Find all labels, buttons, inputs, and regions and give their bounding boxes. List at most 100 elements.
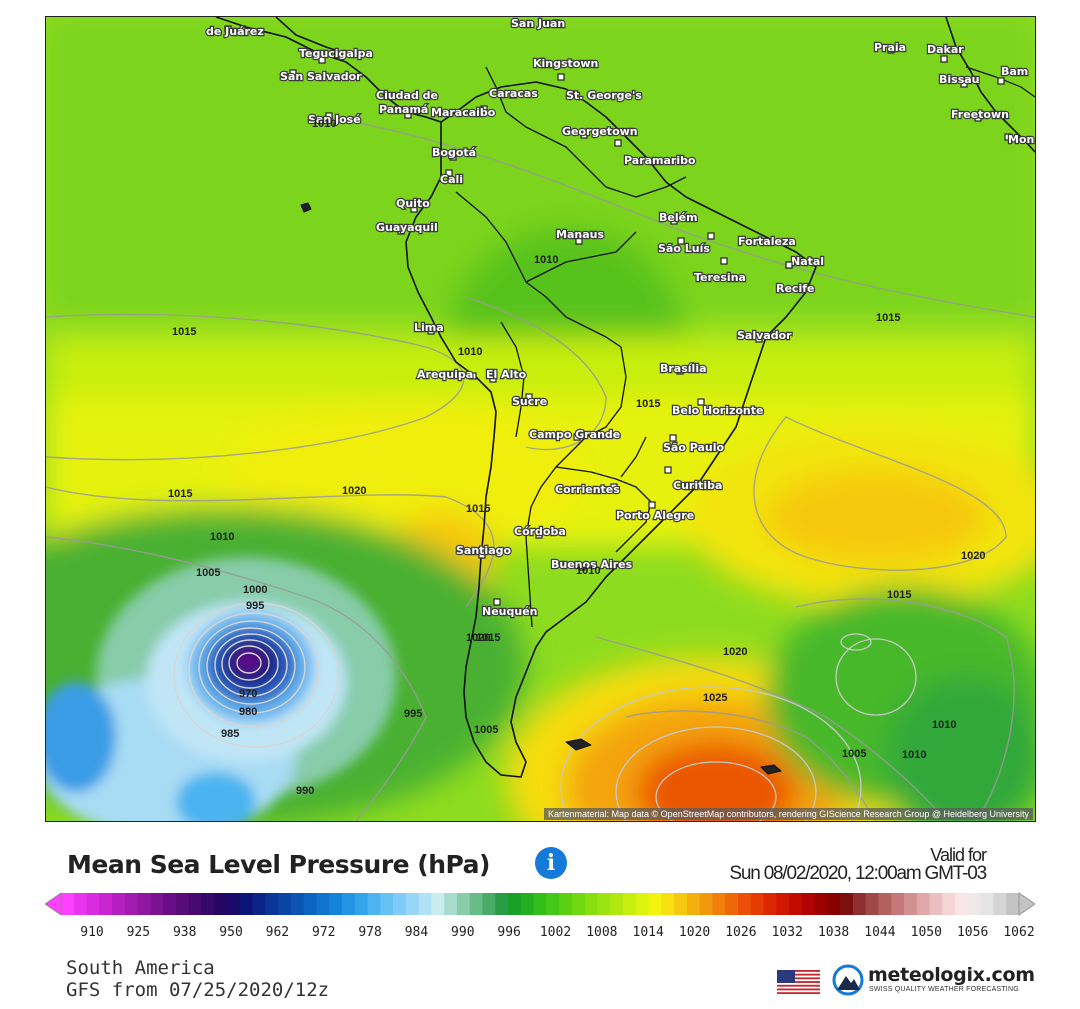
city-marker [670, 217, 678, 225]
isobar-label: 970 [239, 688, 257, 700]
city-marker [445, 169, 453, 177]
colorbar-tick-label: 1056 [956, 925, 989, 940]
colorbar-cell [674, 893, 688, 915]
city-marker [707, 232, 715, 240]
city-marker [509, 91, 517, 99]
city-marker [578, 563, 586, 571]
colorbar-tick-label: 1050 [910, 925, 942, 940]
colorbar-cell [661, 893, 675, 915]
colorbar-cell [737, 893, 752, 915]
colorbar-tick-label: 938 [172, 925, 197, 940]
city-label: St. George's [566, 89, 642, 102]
city-marker [580, 131, 588, 139]
colorbar-cell [1006, 893, 1020, 915]
city-label: Belém [659, 211, 698, 224]
brand-name: meteologix.com [868, 964, 1035, 986]
colorbar-cell [520, 893, 535, 915]
pressure-map-canvas[interactable]: de Juárez Tegucigalpa San Salvador Ciudad d… [46, 17, 1035, 821]
city-label: Manaus [556, 228, 604, 241]
city-marker [575, 237, 583, 245]
valid-for-label: Valid for [930, 845, 987, 865]
colorbar-tick-label: 1062 [1003, 925, 1035, 940]
pressure-colorbar [45, 892, 1035, 916]
city-label: Bissau [939, 73, 980, 86]
city-label: Dakar [927, 43, 964, 56]
colorbar-cell [265, 893, 279, 915]
colorbar-tick-label: 925 [126, 925, 151, 940]
colorbar-cell [878, 893, 892, 915]
us-flag-icon[interactable] [777, 970, 820, 994]
city-label: Lima [414, 321, 444, 334]
colorbar-cell [188, 893, 203, 915]
colorbar-cell [533, 893, 547, 915]
city-marker [887, 46, 895, 54]
city-marker [720, 257, 728, 265]
info-icon[interactable]: i [535, 847, 567, 879]
colorbar-cell [814, 893, 828, 915]
colorbar-tick-label: 1026 [725, 925, 757, 940]
colorbar-cell [904, 893, 918, 915]
city-marker [525, 393, 533, 401]
colorbar-cell [891, 893, 905, 915]
colorbar-tick-label: 984 [404, 925, 429, 940]
isobar-label: 1015 [876, 312, 900, 324]
colorbar-cell [725, 893, 739, 915]
brand-tagline: SWISS QUALITY WEATHER FORECASTING [869, 986, 1019, 993]
city-label: Panamá [379, 103, 428, 116]
city-label: Praia [874, 41, 906, 54]
colorbar-cell [495, 893, 509, 915]
city-label: Santiago [456, 544, 512, 557]
colorbar-cell [865, 893, 879, 915]
colorbar-cell [635, 893, 650, 915]
city-marker [960, 80, 968, 88]
city-markers: de Juárez Tegucigalpa San Salvador Ciudad d… [205, 17, 1035, 619]
city-label: Belo Horizonte [672, 404, 763, 417]
map-attribution: Kartenmaterial: Map data © OpenStreetMap… [544, 808, 1033, 820]
colorbar-cell [380, 893, 394, 915]
colorbar-cell [444, 893, 458, 915]
city-marker [325, 112, 333, 120]
colorbar-cell [163, 893, 177, 915]
city-label: San Salvador [280, 70, 362, 83]
colorbar-cell [482, 893, 496, 915]
city-label: Porto Alegre [616, 509, 694, 522]
colorbar-cell [112, 893, 126, 915]
isobar-label: 1010 [312, 118, 336, 130]
city-marker [664, 466, 672, 474]
colorbar-ticks: 910 925 938 950 962 972 978 984 990 996 1002 1008 10… [45, 925, 1035, 945]
city-label: Guayaquil [376, 221, 438, 234]
colorbar-cell [150, 893, 164, 915]
isobar-labels: 1010101510101015101010151020101510151010… [168, 118, 985, 797]
colorbar-cell [418, 893, 432, 915]
city-label: Kingstown [533, 57, 598, 70]
weather-map[interactable]: de Juárez Tegucigalpa San Salvador Ciudad d… [45, 16, 1036, 822]
city-label: San Juan [511, 17, 565, 30]
colorbar-tick-label: 978 [358, 925, 382, 940]
city-label: Campo Grande [529, 428, 620, 441]
city-label: São Luís [658, 242, 710, 255]
colorbar-cell [559, 893, 573, 915]
city-marker [478, 551, 486, 559]
isobar-label: 980 [239, 706, 257, 718]
isobar-label: 1025 [703, 692, 727, 704]
colorbar-cell [175, 893, 190, 915]
city-marker [974, 114, 982, 122]
isobar-label: 1015 [466, 503, 490, 515]
colorbar-max-arrow [1018, 892, 1035, 916]
city-marker [552, 19, 560, 27]
city-marker [573, 433, 581, 441]
colorbar-cell [789, 893, 803, 915]
colorbar-cell [303, 893, 317, 915]
valid-date: Sun 08/02/2020, 12:00am GMT-03 [729, 863, 987, 884]
city-marker [755, 335, 763, 343]
city-label: Recife [776, 282, 814, 295]
city-marker [289, 69, 297, 77]
colorbar-cell [61, 893, 75, 915]
isobar-label: 1020 [961, 550, 985, 562]
city-marker [480, 105, 488, 113]
legend-title: Mean Sea Level Pressure (hPa) [67, 850, 490, 879]
city-marker [557, 73, 565, 81]
city-marker [397, 227, 405, 235]
city-label: Tegucigalpa [299, 47, 373, 60]
model-run-label: GFS from 07/25/2020/12z [66, 979, 330, 1001]
